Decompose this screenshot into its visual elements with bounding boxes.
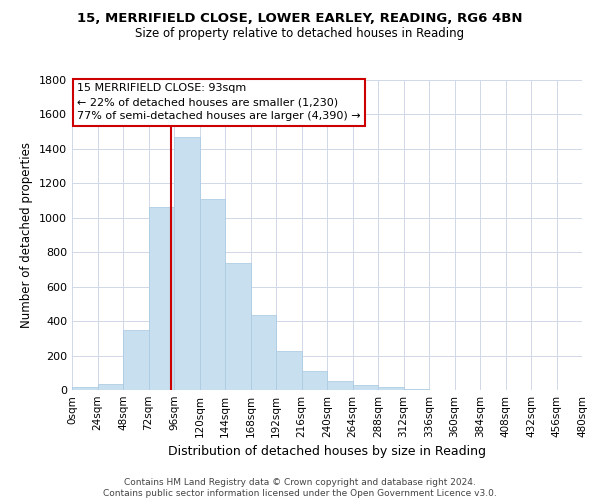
Bar [199,199,225,390]
Y-axis label: Number of detached properties: Number of detached properties [20,142,34,328]
Text: 15, MERRIFIELD CLOSE, LOWER EARLEY, READING, RG6 4BN: 15, MERRIFIELD CLOSE, LOWER EARLEY, READ… [77,12,523,26]
Bar [353,385,378,390]
Bar [225,264,251,390]
Bar [404,389,429,390]
Bar [327,380,353,390]
Text: Contains HM Land Registry data © Crown copyright and database right 2024.
Contai: Contains HM Land Registry data © Crown c… [103,478,497,498]
Text: Size of property relative to detached houses in Reading: Size of property relative to detached ho… [136,28,464,40]
Bar [174,137,199,390]
Bar [149,206,174,390]
Bar [72,388,97,390]
Bar [302,371,327,390]
X-axis label: Distribution of detached houses by size in Reading: Distribution of detached houses by size … [168,446,486,458]
Bar [123,330,149,390]
Bar [378,388,404,390]
Bar [97,384,123,390]
Text: 15 MERRIFIELD CLOSE: 93sqm
← 22% of detached houses are smaller (1,230)
77% of s: 15 MERRIFIELD CLOSE: 93sqm ← 22% of deta… [77,84,361,122]
Bar [276,351,302,390]
Bar [251,315,276,390]
